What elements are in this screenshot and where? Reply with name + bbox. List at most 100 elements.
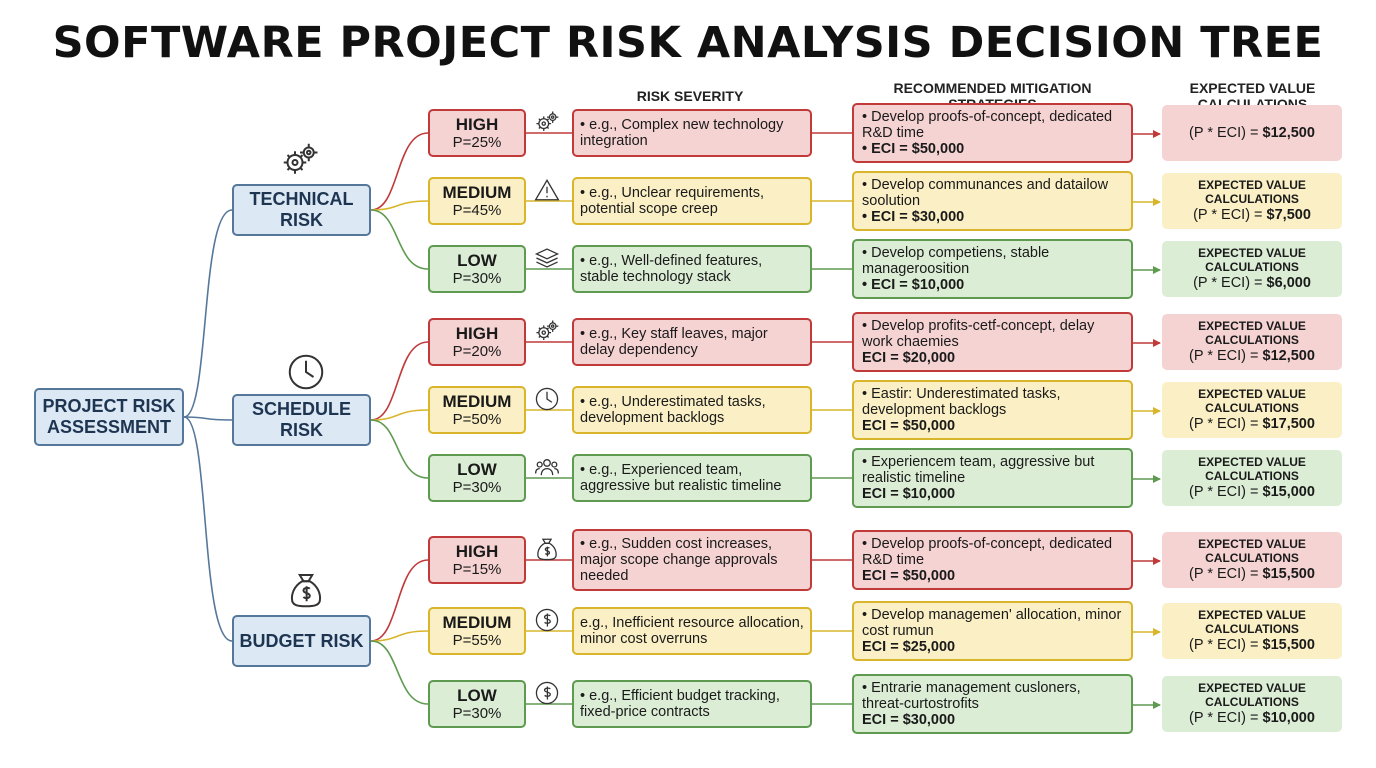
ev-formula-line: (P * ECI) = $15,000 — [1189, 483, 1315, 501]
ev-value: $6,000 — [1266, 275, 1311, 291]
ev-header: EXPECTED VALUE CALCULATIONS — [1198, 246, 1306, 274]
severity-node[interactable]: MEDIUM P=55% — [428, 607, 526, 655]
root-to-category-connector — [183, 416, 233, 421]
eci-value: ECI = $50,000 — [862, 418, 956, 434]
risk-example-text: • e.g., Key staff leaves, major delay de… — [580, 326, 768, 358]
mitigation-text: • Develop proofs-of-concept, dedicated R… — [862, 109, 1113, 141]
gears-icon — [534, 109, 560, 135]
severity-probability: P=50% — [452, 411, 502, 428]
risk-example: • e.g., Sudden cost increases, major sco… — [572, 529, 812, 591]
ev-formula-line: (P * ECI) = $15,500 — [1189, 565, 1315, 583]
risk-example-text: • e.g., Sudden cost increases, major sco… — [580, 536, 778, 584]
mitigation-text: • Develop managemen' allocation, minor c… — [862, 607, 1122, 639]
money-bag-icon — [534, 536, 560, 562]
mitigation-box: • Experiencem team, aggressive but reali… — [852, 448, 1133, 508]
category-to-level-connector — [370, 341, 429, 421]
eci-value: • ECI = $10,000 — [862, 277, 965, 293]
ev-formula: (P * ECI) = — [1189, 416, 1263, 432]
ev-formula: (P * ECI) = — [1189, 125, 1263, 141]
ev-value: $12,500 — [1262, 348, 1315, 364]
ev-formula: (P * ECI) = — [1189, 348, 1263, 364]
mitigation-text: • Develop competiens, stable manageroosi… — [862, 245, 1050, 277]
risk-example: e.g., Inefficient resource allocation, m… — [572, 607, 812, 655]
mitigation-box: • Eastir: Underestimated tasks, developm… — [852, 380, 1133, 440]
risk-example-text: • e.g., Complex new technology integrati… — [580, 117, 784, 149]
mitigation-text: • Experiencem team, aggressive but reali… — [862, 454, 1095, 486]
mitigation-box: • Develop managemen' allocation, minor c… — [852, 601, 1133, 661]
eci-value: ECI = $50,000 — [862, 568, 956, 584]
mitigation-text: • Entrarie management cusloners, threat-… — [862, 680, 1081, 712]
severity-column-header: RISK SEVERITY — [636, 88, 744, 104]
ev-header: EXPECTED VALUE CALCULATIONS — [1198, 387, 1306, 415]
severity-node[interactable]: MEDIUM P=50% — [428, 386, 526, 434]
severity-node[interactable]: HIGH P=25% — [428, 109, 526, 157]
category-node-2[interactable]: SCHEDULE RISK — [232, 394, 371, 446]
risk-example: • e.g., Well-defined features, stable te… — [572, 245, 812, 293]
severity-level: LOW — [457, 251, 497, 270]
gears-icon — [534, 318, 560, 344]
ev-value: $17,500 — [1262, 416, 1315, 432]
severity-node[interactable]: HIGH P=20% — [428, 318, 526, 366]
severity-level: LOW — [457, 686, 497, 705]
warning-icon — [534, 177, 560, 203]
expected-value-box: EXPECTED VALUE CALCULATIONS (P * ECI) = $… — [1162, 450, 1342, 506]
category-label: BUDGET RISK — [239, 630, 364, 651]
category-node-1[interactable]: TECHNICAL RISK — [232, 184, 371, 236]
expected-value-box: EXPECTED VALUE CALCULATIONS (P * ECI) = $… — [1162, 241, 1342, 297]
expected-value-box: (P * ECI) = $12,500 — [1162, 105, 1342, 161]
gears-icon — [280, 140, 320, 180]
ev-formula-line: (P * ECI) = $10,000 — [1189, 709, 1315, 727]
severity-level: HIGH — [455, 115, 499, 134]
category-node-3[interactable]: BUDGET RISK — [232, 615, 371, 667]
category-to-level-connector — [370, 209, 429, 270]
root-node[interactable]: PROJECT RISK ASSESSMENT — [34, 388, 184, 446]
risk-example-text: • e.g., Experienced team, aggressive but… — [580, 462, 782, 494]
severity-node[interactable]: HIGH P=15% — [428, 536, 526, 584]
severity-level: MEDIUM — [442, 392, 512, 411]
ev-value: $7,500 — [1266, 207, 1311, 223]
severity-node[interactable]: LOW P=30% — [428, 454, 526, 502]
risk-example-text: e.g., Inefficient resource allocation, m… — [580, 615, 804, 647]
severity-node[interactable]: MEDIUM P=45% — [428, 177, 526, 225]
money-bag-icon — [286, 570, 326, 610]
ev-formula-line: (P * ECI) = $12,500 — [1189, 347, 1315, 365]
ev-value: $15,500 — [1262, 637, 1315, 653]
dollar-coin-icon — [534, 607, 560, 633]
risk-example: • e.g., Complex new technology integrati… — [572, 109, 812, 157]
risk-example: • e.g., Efficient budget tracking, fixed… — [572, 680, 812, 728]
severity-probability: P=30% — [452, 270, 502, 287]
risk-example-text: • e.g., Unclear requirements, potential … — [580, 185, 764, 217]
expected-value-box: EXPECTED VALUE CALCULATIONS (P * ECI) = $… — [1162, 314, 1342, 370]
root-label: PROJECT RISK ASSESSMENT — [42, 396, 176, 437]
category-to-level-connector — [370, 559, 429, 642]
mitigation-box: • Develop proofs-of-concept, dedicated R… — [852, 103, 1133, 163]
ev-header: EXPECTED VALUE CALCULATIONS — [1198, 681, 1306, 709]
ev-value: $12,500 — [1262, 125, 1315, 141]
team-icon — [534, 454, 560, 480]
severity-probability: P=15% — [452, 561, 502, 578]
root-to-category-connector — [183, 209, 233, 418]
eci-value: • ECI = $50,000 — [862, 141, 965, 157]
risk-example-text: • e.g., Efficient budget tracking, fixed… — [580, 688, 780, 720]
clock-icon — [286, 352, 326, 392]
severity-level: MEDIUM — [442, 613, 512, 632]
eci-value: ECI = $25,000 — [862, 639, 956, 655]
ev-formula-line: (P * ECI) = $17,500 — [1189, 415, 1315, 433]
severity-node[interactable]: LOW P=30% — [428, 245, 526, 293]
severity-probability: P=20% — [452, 343, 502, 360]
expected-value-box: EXPECTED VALUE CALCULATIONS (P * ECI) = $… — [1162, 603, 1342, 659]
ev-header: EXPECTED VALUE CALCULATIONS — [1198, 178, 1306, 206]
severity-level: HIGH — [455, 324, 499, 343]
ev-value: $15,000 — [1262, 484, 1315, 500]
category-to-level-connector — [370, 640, 429, 705]
risk-example-text: • e.g., Well-defined features, stable te… — [580, 253, 763, 285]
ev-value: $10,000 — [1262, 710, 1315, 726]
severity-node[interactable]: LOW P=30% — [428, 680, 526, 728]
category-to-level-connector — [370, 630, 429, 642]
severity-probability: P=30% — [452, 479, 502, 496]
eci-value: • ECI = $30,000 — [862, 209, 965, 225]
risk-example-text: • e.g., Underestimated tasks, developmen… — [580, 394, 766, 426]
severity-probability: P=30% — [452, 705, 502, 722]
page-title: SOFTWARE PROJECT RISK ANALYSIS DECISION … — [52, 18, 1324, 68]
layers-icon — [534, 245, 560, 271]
